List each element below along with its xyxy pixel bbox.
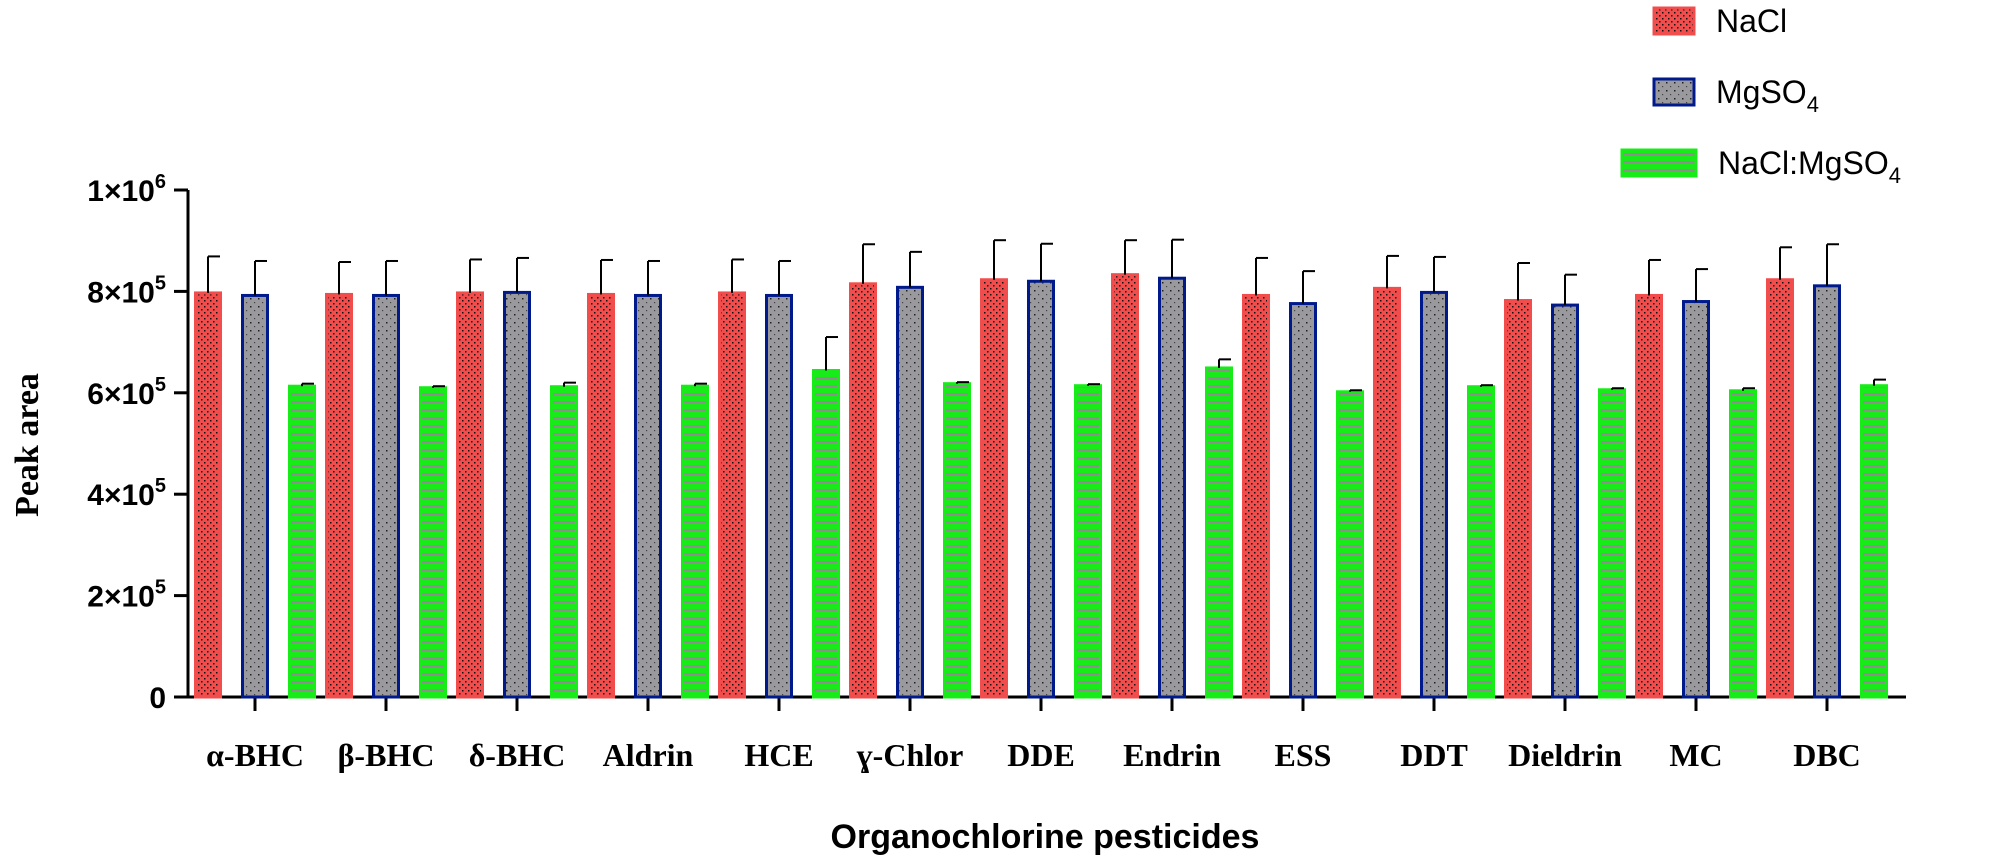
bar-mgso4 <box>765 293 793 699</box>
bar-nacl <box>1242 293 1270 699</box>
bar-mgso4 <box>1682 300 1710 699</box>
bar-mgso4 <box>1158 276 1186 699</box>
bar-nacl <box>1504 299 1532 699</box>
bar-nacl <box>456 291 484 699</box>
y-tick-label: 4×105 <box>87 475 166 512</box>
x-tick-label: Aldrin <box>603 737 694 773</box>
y-tick-label: 0 <box>149 682 166 715</box>
bar-nacl <box>980 278 1008 699</box>
bar-nacl <box>194 291 222 699</box>
bar-nacl <box>849 282 877 699</box>
x-tick-label: δ-BHC <box>469 737 566 773</box>
x-tick-label: α-BHC <box>206 737 304 773</box>
x-tick-label: Dieldrin <box>1508 737 1622 773</box>
bar-nacl-mgso4 <box>550 385 578 699</box>
x-tick-label: Endrin <box>1123 737 1221 773</box>
bar-nacl-mgso4 <box>1598 388 1626 699</box>
bar-nacl-mgso4 <box>1074 384 1102 699</box>
bar-mgso4 <box>1289 302 1317 699</box>
bar-nacl <box>325 292 353 699</box>
bar-nacl-mgso4 <box>1205 366 1233 699</box>
bar-mgso4 <box>1420 290 1448 699</box>
x-tick-label: DDT <box>1400 737 1468 773</box>
bar-nacl-mgso4 <box>943 382 971 699</box>
bar-nacl-mgso4 <box>681 384 709 699</box>
bar-mgso4 <box>1551 303 1579 699</box>
bar-nacl-mgso4 <box>1860 384 1888 699</box>
legend-swatch-nacl <box>1652 6 1696 36</box>
bar-nacl <box>587 292 615 699</box>
x-axis-label: Organochlorine pesticides <box>831 818 1260 856</box>
x-tick-label: MC <box>1669 737 1722 773</box>
bar-mgso4 <box>896 285 924 699</box>
bar-nacl <box>1635 293 1663 699</box>
y-tick-label: 8×105 <box>87 272 166 309</box>
y-tick-label: 6×105 <box>87 374 166 411</box>
bar-mgso4 <box>1027 279 1055 699</box>
x-tick-label: β-BHC <box>338 737 435 773</box>
bar-nacl-mgso4 <box>812 368 840 699</box>
error-bars <box>207 238 1886 392</box>
legend-label: MgSO4 <box>1716 74 1819 117</box>
bar-nacl <box>1373 286 1401 699</box>
legend-swatch-nacl-mgso4 <box>1620 148 1698 178</box>
x-tick-label: DBC <box>1793 737 1861 773</box>
bars <box>194 273 1888 699</box>
legend: NaCl MgSO4 NaCl:MgSO4 <box>1620 3 1901 188</box>
bar-nacl <box>1111 273 1139 699</box>
legend-label: NaCl:MgSO4 <box>1718 145 1901 188</box>
bar-mgso4 <box>634 293 662 699</box>
legend-swatch-mgso4 <box>1652 77 1696 107</box>
y-tick-label: 1×106 <box>87 171 166 208</box>
bar-mgso4 <box>372 293 400 699</box>
x-tick-label: ESS <box>1275 737 1332 773</box>
bar-nacl-mgso4 <box>1336 390 1364 699</box>
bar-nacl <box>718 291 746 699</box>
bar-mgso4 <box>503 290 531 699</box>
x-tick-label: ɣ-Chlor <box>857 737 964 773</box>
bar-mgso4 <box>1813 284 1841 699</box>
bar-nacl-mgso4 <box>1467 385 1495 699</box>
y-axis-label: Peak area <box>9 373 46 517</box>
x-ticks: α-BHC β-BHC δ-BHC Aldrin HCE ɣ-Chlor DDE Endrin… <box>206 697 1861 773</box>
x-tick-label: HCE <box>744 737 813 773</box>
bar-nacl-mgso4 <box>288 384 316 699</box>
legend-label: NaCl <box>1716 3 1787 39</box>
bar-nacl-mgso4 <box>419 386 447 699</box>
bar-nacl-mgso4 <box>1729 389 1757 699</box>
bar-mgso4 <box>241 293 269 699</box>
bar-nacl <box>1766 278 1794 699</box>
x-tick-label: DDE <box>1007 737 1075 773</box>
y-ticks: 0 2×105 4×105 6×105 8×105 1×106 <box>87 171 188 715</box>
y-tick-label: 2×105 <box>87 577 166 614</box>
